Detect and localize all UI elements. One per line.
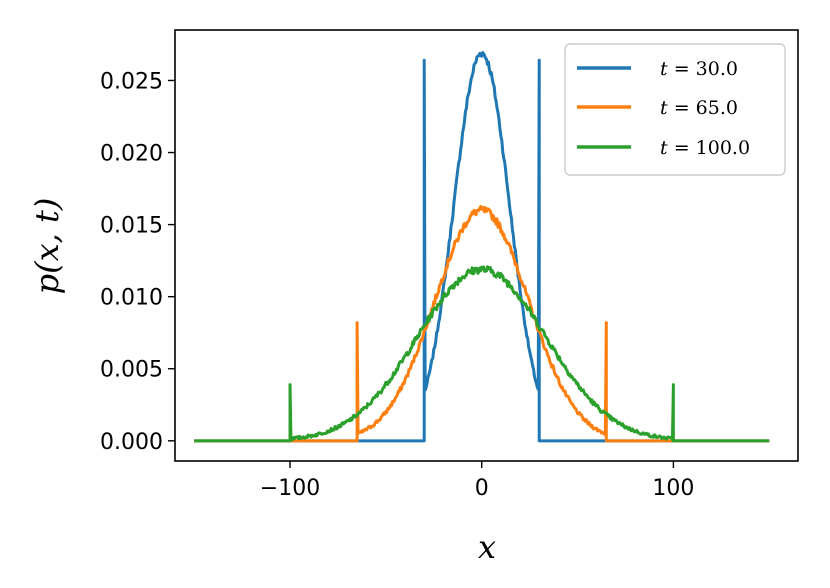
x-tick-label: 0 [475, 476, 489, 501]
legend-label-0: t = 30.0 [660, 58, 738, 80]
x-axis-label: x [478, 528, 496, 566]
y-tick-label: 0.010 [100, 286, 163, 311]
x-axis: −100 0 100 [260, 461, 694, 501]
legend-label-2: t = 100.0 [660, 137, 750, 159]
y-tick-label: 0.000 [100, 430, 163, 455]
legend-label-1: t = 65.0 [660, 97, 738, 119]
chart-curves [194, 51, 770, 443]
series-line-1 [194, 204, 770, 443]
y-tick-label: 0.015 [100, 214, 163, 239]
x-tick-label: 100 [652, 476, 694, 501]
series-line-2 [194, 265, 770, 443]
y-tick-label: 0.025 [100, 69, 163, 94]
y-axis: 0.000 0.005 0.010 0.015 0.020 0.025 [100, 69, 175, 455]
legend-box [564, 43, 786, 176]
legend: t = 30.0 t = 65.0 t = 100.0 [564, 43, 786, 176]
x-tick-label: −100 [260, 476, 320, 501]
y-tick-label: 0.005 [100, 358, 163, 383]
y-axis-label: p(x, t) [28, 198, 66, 295]
plot-frame [174, 29, 799, 462]
y-tick-label: 0.020 [100, 142, 163, 167]
